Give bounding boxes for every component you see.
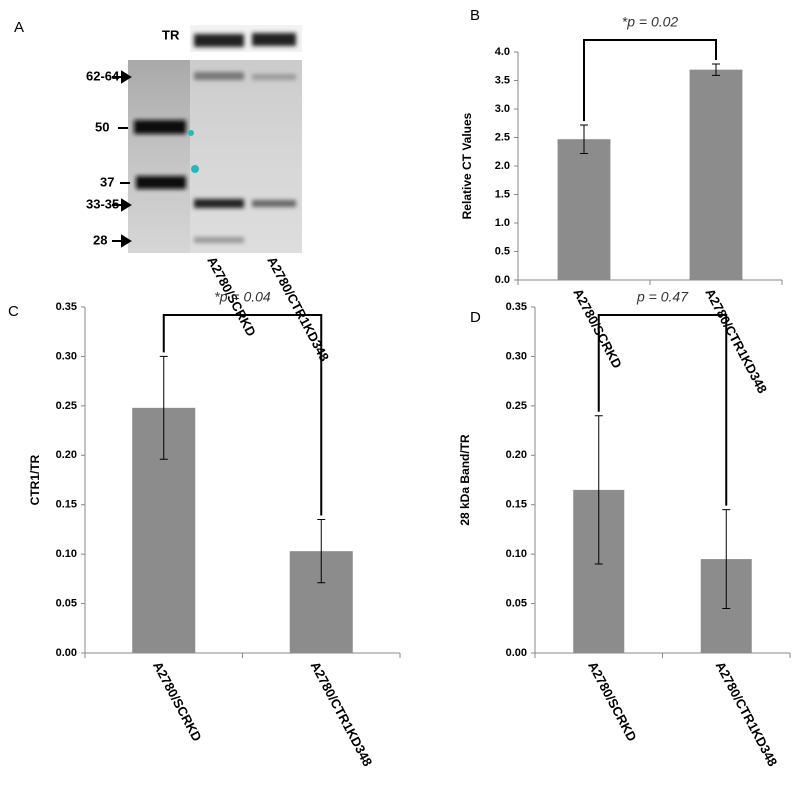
y-tick-label: 0.30 [506,350,527,362]
panel-label: D [470,309,481,326]
y-tick-label: 0.10 [56,548,77,560]
error-bar [580,124,588,154]
y-tick-label: 0.00 [506,647,527,659]
error-bar [159,355,168,460]
x-tick-label: A2780/SCRKD [150,659,205,744]
y-tick-label: 0.30 [56,350,77,362]
y-tick-label: 0.20 [56,449,77,461]
marker-label: 33-35 [86,196,119,211]
marker-label: 62-64 [86,68,120,83]
y-tick-label: 0.10 [506,548,527,560]
arrow [112,234,132,248]
y-tick-label: 1.5 [495,188,510,200]
y-tick-label: 4.0 [495,46,510,58]
arrow [112,70,132,84]
error-bar [317,519,326,584]
y-tick-label: 3.5 [495,74,510,86]
y-axis-label: 28 kDa Band/TR [458,434,472,526]
panel-label: A [14,19,24,36]
significance-bracket [162,314,323,516]
y-tick-label: 2.5 [495,131,510,143]
marker-label: 28 [93,232,107,247]
significance-bracket [583,39,717,121]
significance-bracket [597,314,728,506]
arrow [112,198,132,212]
annotation: p = 0.47 [636,289,689,305]
y-tick-label: 0.35 [506,301,527,313]
x-tick-label: A2780/CTR1KD348 [702,286,770,396]
y-tick-label: 0.00 [56,647,77,659]
y-tick-label: 0.5 [495,245,510,257]
annotation: *p = 0.02 [622,14,679,30]
x-tick-label: A2780/SCRKD [570,286,625,371]
bar [689,69,743,280]
bar [557,139,611,280]
panel-label: B [470,7,480,24]
marker-label: 50 [95,119,109,134]
y-tick-label: 3.0 [495,103,510,115]
annotation: *p = 0.04 [214,289,271,305]
y-tick-label: 2.0 [495,160,510,172]
y-tick-label: 0.0 [495,274,510,286]
panel-label: C [8,303,19,320]
y-tick-label: 1.0 [495,217,510,229]
x-tick-label: A2780/CTR1KD348 [308,659,376,769]
error-bar [712,63,720,76]
western-blot [128,25,302,253]
y-tick-label: 0.20 [506,449,527,461]
y-tick-label: 0.25 [506,400,527,412]
marker-label: 37 [100,174,114,189]
x-tick-label: A2780/CTR1KD348 [713,659,781,769]
y-tick-label: 0.15 [506,499,527,511]
loading-control-label: TR [162,27,180,42]
x-tick-label: A2780/SCRKD [585,659,640,744]
y-tick-label: 0.25 [56,400,77,412]
y-tick-label: 0.05 [506,597,527,609]
y-tick-label: 0.35 [56,301,77,313]
y-axis-label: CTR1/TR [28,454,42,505]
y-tick-label: 0.05 [56,597,77,609]
y-axis-label: Relative CT Values [460,112,474,219]
y-tick-label: 0.15 [56,499,77,511]
error-bar [722,509,731,610]
error-bar [594,415,603,565]
